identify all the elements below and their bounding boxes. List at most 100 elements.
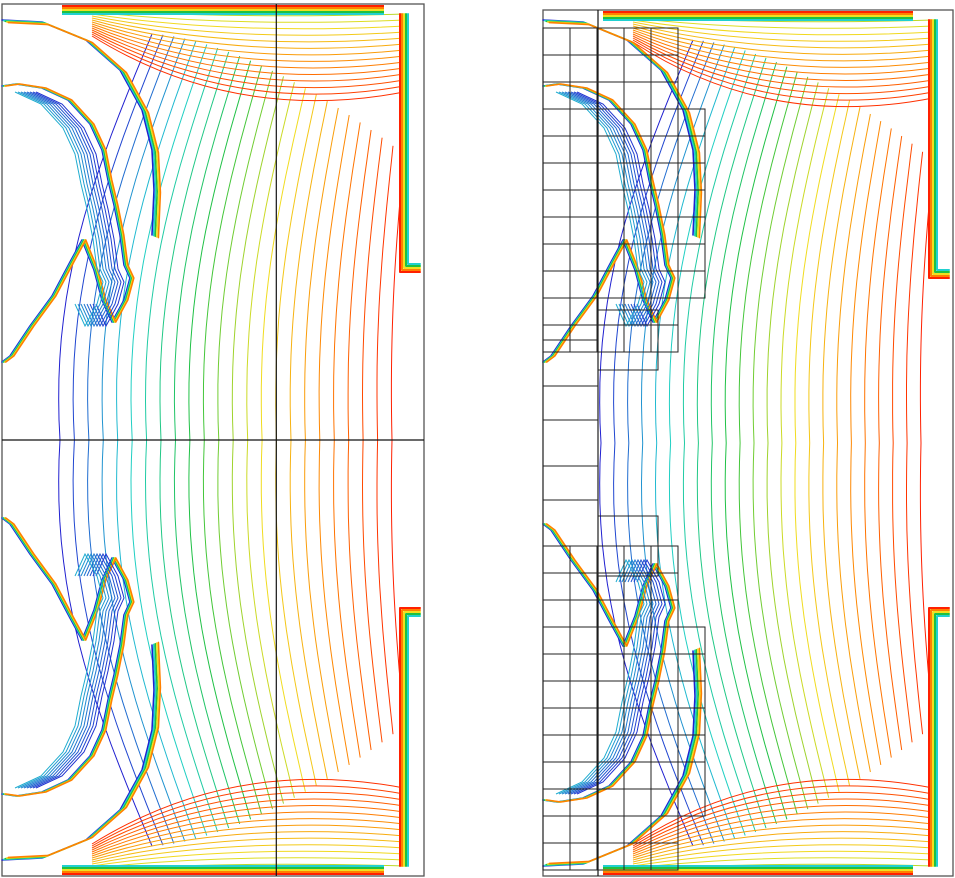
corner-contour-bottom: [91, 778, 405, 845]
corner-contour-bottom: [91, 831, 405, 861]
electrode-lower-edge: [544, 523, 674, 803]
right-plate-bottom: [932, 611, 950, 867]
grid-cell: [542, 465, 599, 547]
grid-cell: [677, 788, 706, 817]
grid-cell: [569, 842, 598, 871]
contour-line: [892, 143, 913, 743]
corner-contour-top: [632, 41, 934, 108]
electrode-upper-edge: [544, 83, 674, 363]
corner-contour-bottom: [91, 811, 405, 855]
grid-cell: [596, 545, 625, 574]
corner-contour-top: [632, 31, 934, 75]
grid-cell: [569, 189, 598, 218]
corner-contour-top: [91, 21, 405, 56]
corner-contour-bottom: [632, 857, 934, 869]
grid-cell: [650, 842, 679, 871]
right-plate-bottom: [934, 613, 950, 867]
electrode-inner-contour: [561, 91, 651, 328]
contour-line: [696, 57, 767, 829]
electrode-lower-edge: [5, 517, 135, 797]
grid-cell: [569, 653, 598, 682]
right-plate-bottom: [936, 615, 950, 867]
corner-contour-top: [632, 33, 934, 82]
contour-line: [836, 113, 871, 773]
corner-contour-bottom: [91, 798, 405, 851]
grid-cell: [569, 680, 598, 709]
electrode-inner-contour: [564, 91, 654, 328]
corner-contours: [91, 9, 405, 871]
corner-contour-top: [632, 19, 934, 36]
grid-cell: [650, 734, 679, 763]
contour-line: [878, 135, 903, 751]
grid-cell: [569, 626, 598, 655]
electrode-inner-contour: [26, 91, 116, 328]
corner-contour-top: [91, 23, 405, 62]
electrode-inner-contour: [32, 91, 122, 328]
grid-cell: [569, 216, 598, 245]
corner-contour-top: [632, 23, 934, 49]
right-plate-top: [407, 13, 421, 265]
grid-cell: [542, 189, 571, 218]
grid-cell: [542, 653, 571, 682]
contour-line: [822, 106, 861, 780]
cup-lower-edge: [6, 642, 160, 859]
corner-contour-bottom: [91, 850, 405, 867]
corner-contour-top: [632, 17, 934, 29]
corner-contour-bottom: [632, 844, 934, 865]
grid-cell: [542, 761, 571, 790]
grid-cell: [596, 189, 625, 218]
contour-line: [906, 151, 924, 735]
grid-cell: [542, 707, 571, 736]
electrode-inner-contour: [576, 91, 666, 328]
electrode-lower-edge: [546, 523, 676, 803]
corner-contour-top: [632, 39, 934, 101]
electrode-inner-contour: [20, 552, 110, 789]
right-plate-bottom: [399, 607, 421, 867]
electrode-inner-contour: [558, 91, 648, 328]
corner-contour-bottom: [91, 804, 405, 853]
contour-line: [613, 40, 704, 846]
electrode-inner-contour: [35, 91, 125, 328]
right-plate-top: [399, 13, 421, 273]
uniform-grid-panel: [1, 3, 425, 877]
contour-line: [640, 44, 725, 842]
grid-cell: [569, 162, 598, 191]
grid-cell: [623, 81, 652, 110]
electrode-inner-contour: [32, 552, 122, 789]
right-plate-top: [401, 13, 421, 271]
electrode-inner-contour: [567, 91, 657, 328]
panel-frame: [542, 9, 954, 877]
grid-cell: [542, 385, 599, 467]
electrode-inner-contour: [555, 91, 645, 328]
contour-line: [864, 128, 892, 758]
electrode-inner-contour: [23, 91, 113, 328]
grid-cell: [542, 135, 571, 164]
contour-line: [919, 159, 934, 727]
electrode-upper-edge: [545, 83, 675, 363]
corner-contour-bottom: [91, 857, 405, 869]
electrode-upper-edge: [3, 83, 133, 363]
grid-cell: [623, 54, 652, 83]
electrode-inner-contour: [23, 552, 113, 789]
cup-lower-edge: [2, 643, 157, 861]
contour-line: [780, 88, 830, 798]
corner-contour-bottom: [91, 791, 405, 849]
grid-cell: [542, 297, 571, 326]
corner-contour-bottom: [632, 811, 934, 855]
contour-line: [766, 82, 819, 804]
grid-cell: [650, 707, 679, 736]
contour-line: [654, 47, 736, 839]
right-plate-top: [932, 19, 950, 275]
corner-contour-bottom: [632, 818, 934, 857]
refinement-grid: [542, 10, 706, 876]
contour-line: [627, 42, 715, 844]
corner-contour-bottom: [632, 791, 934, 849]
grid-cell: [569, 27, 598, 56]
grid-cell: [542, 626, 571, 655]
corner-contour-top: [91, 13, 405, 30]
grid-cell: [650, 324, 679, 353]
cup-upper-edge: [7, 21, 162, 239]
corner-contour-top: [91, 31, 405, 89]
corner-contour-top: [632, 29, 934, 68]
grid-cell: [542, 243, 571, 272]
